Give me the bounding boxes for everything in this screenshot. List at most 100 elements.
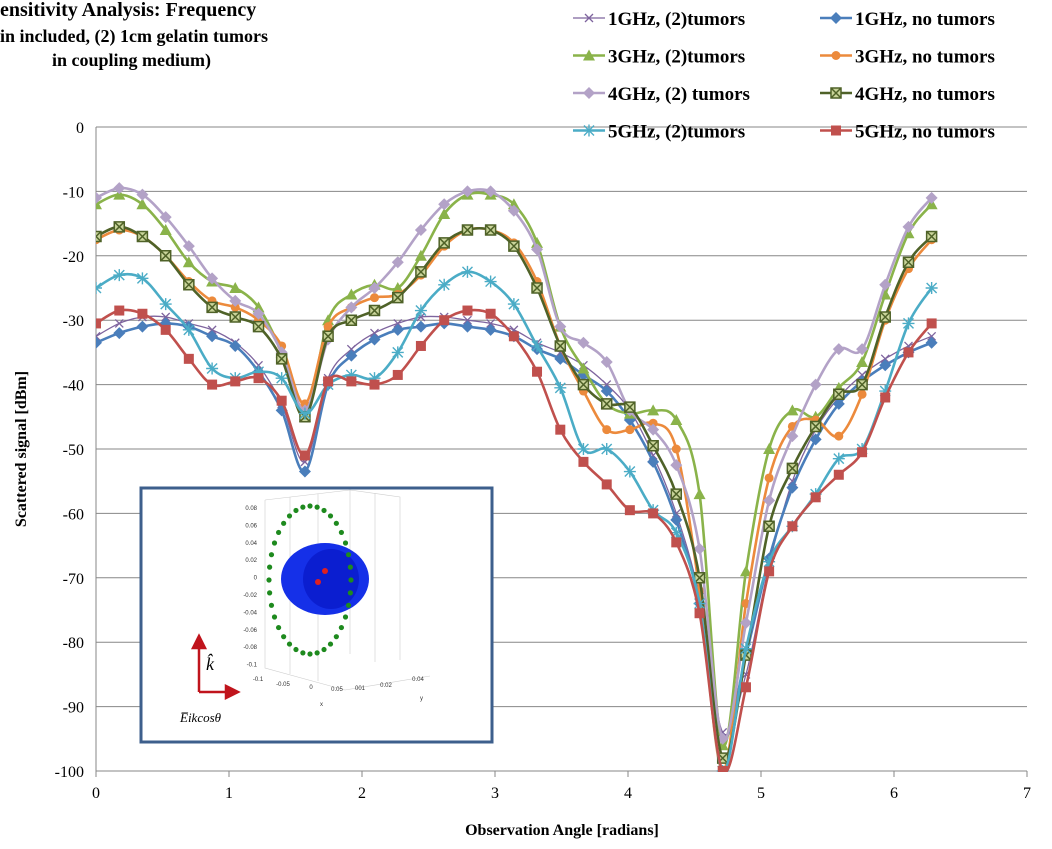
marker [830,12,842,24]
inset-antenna [345,602,352,608]
marker [136,188,149,201]
inset-y-tick-label: 001 [355,686,366,692]
marker [136,230,149,243]
marker [834,431,844,441]
marker [584,13,594,23]
marker [648,508,659,519]
marker [583,87,595,99]
marker [670,526,683,539]
marker [740,682,751,693]
marker [577,362,590,374]
chart-title: in coupling medium) [52,50,211,71]
y-tick-label: -10 [63,184,84,201]
marker [484,224,497,236]
marker [230,376,241,387]
inset-z-tick-label: -0.08 [243,645,257,651]
marker [114,318,124,328]
inset-tumor [315,579,321,585]
legend-label: 4GHz, (2) tumors [608,84,750,105]
legend-label: 4GHz, no tumors [855,84,995,105]
marker [600,356,613,369]
x-tick-label: 4 [624,785,632,802]
inset-antenna [271,540,278,546]
marker [253,373,264,384]
marker [902,317,915,330]
marker [345,314,358,326]
marker [160,324,171,335]
legend: 1GHz, (2)tumors 1GHz, no tumors 3GHz, (2)t… [573,9,995,143]
marker [96,336,102,349]
marker [531,339,544,352]
marker [832,343,845,356]
marker [508,240,520,252]
marker [809,420,822,433]
y-tick-label: -40 [63,378,84,395]
marker [555,424,566,435]
marker [298,407,311,420]
marker [114,305,125,316]
legend-label: 1GHz, no tumors [855,9,995,30]
marker [159,298,172,311]
marker [648,418,658,428]
series [96,182,938,745]
marker [461,265,474,278]
inset-x-tick-label: 0.05 [331,687,343,693]
marker [323,322,333,332]
marker [764,473,774,483]
marker [832,452,845,465]
marker [484,185,497,198]
marker [229,339,242,352]
marker [647,440,659,452]
marker [647,404,660,416]
marker [276,395,287,406]
marker [345,288,358,300]
marker [670,459,683,472]
marker [345,349,358,362]
marker [693,488,706,500]
inset-tumor [322,568,328,574]
legend-label: 5GHz, no tumors [855,122,995,143]
inset-antenna [342,614,349,620]
marker [856,356,869,368]
y-tick-label: -20 [63,249,84,266]
inset-z-tick-label: 0.06 [245,523,257,529]
marker [207,379,218,390]
marker [602,425,612,435]
marker [583,124,595,137]
marker [113,182,126,195]
inset-z-tick-label: 0.04 [245,541,257,547]
marker [206,301,218,314]
marker [508,331,519,342]
y-tick-label: -50 [63,442,84,459]
marker [414,224,427,237]
marker [739,642,752,655]
marker [925,336,938,349]
marker [925,230,938,243]
marker [392,369,403,380]
marker [161,312,171,322]
inset-antenna [314,650,320,656]
marker [206,362,219,375]
marker [229,294,242,307]
marker [600,385,613,398]
marker [578,456,589,467]
marker [392,291,404,304]
marker [583,49,595,61]
inset-z-tick-label: -0.04 [243,610,257,616]
marker [438,278,451,291]
marker [461,185,474,198]
marker [159,250,172,262]
marker [159,224,172,236]
inset-x-tick-label: -0.1 [253,677,264,683]
marker [322,330,334,343]
marker [554,320,567,333]
marker [96,282,102,294]
inset-x-tick-label: 0 [309,685,313,691]
series [96,221,938,764]
marker [763,443,776,454]
marker [159,211,172,224]
marker [438,207,451,219]
x-tick-label: 2 [358,785,366,802]
series [96,317,938,745]
marker [368,372,381,385]
